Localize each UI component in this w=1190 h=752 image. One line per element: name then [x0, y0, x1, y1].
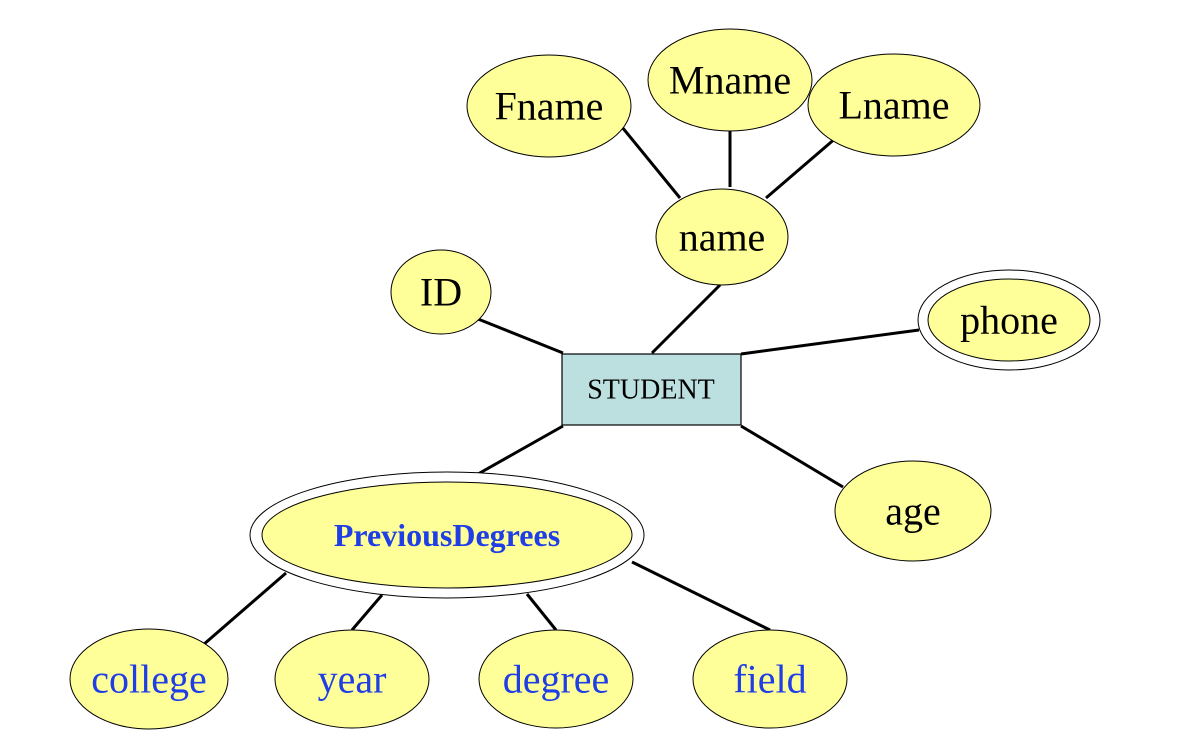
attribute-degree-label: degree [503, 657, 610, 702]
attribute-fname: Fname [466, 54, 632, 158]
attribute-degree-oval [478, 629, 634, 729]
entity-student-box [561, 353, 742, 426]
attribute-college-label: college [91, 657, 207, 702]
attribute-age-oval [834, 460, 992, 562]
entity-student-label: STUDENT [587, 375, 715, 406]
attribute-id-label: ID [420, 270, 462, 315]
attribute-lname: Lname [807, 53, 981, 157]
edge-phone-student [740, 328, 920, 356]
attribute-lname-label: Lname [838, 83, 949, 128]
edge-fname-name [620, 126, 682, 199]
attribute-name: name [655, 188, 789, 286]
edge-degree-previousdegrees [525, 593, 558, 631]
attribute-lname-oval [807, 53, 981, 157]
attribute-year-oval [274, 629, 430, 729]
attribute-college: college [69, 628, 229, 730]
entity-student: STUDENT [561, 353, 742, 426]
attribute-mname: Mname [647, 28, 813, 132]
attribute-phone-inner-oval [927, 278, 1091, 362]
attribute-name-oval [655, 188, 789, 286]
attribute-college-oval [69, 628, 229, 730]
attribute-previousdegrees: PreviousDegrees [249, 471, 645, 599]
connectors [202, 126, 920, 647]
attribute-year: year [274, 629, 430, 729]
attribute-fname-label: Fname [495, 84, 604, 129]
attribute-name-label: name [679, 215, 766, 260]
edge-field-previousdegrees [631, 560, 771, 632]
attribute-fname-oval [466, 54, 632, 158]
edge-year-previousdegrees [350, 594, 384, 631]
attribute-degree: degree [478, 629, 634, 729]
edge-lname-name [765, 135, 838, 200]
attribute-year-label: year [318, 657, 387, 702]
edge-age-student [740, 424, 844, 489]
attribute-id: ID [390, 249, 492, 335]
edge-previousdegrees-student [477, 424, 564, 476]
attribute-id-oval [390, 249, 492, 335]
attribute-field-oval [692, 629, 848, 729]
attribute-phone-label: phone [960, 298, 1058, 343]
attribute-field: field [692, 629, 848, 729]
attribute-mname-oval [647, 28, 813, 132]
attribute-previousdegrees-label: PreviousDegrees [334, 517, 560, 553]
attribute-age: age [834, 460, 992, 562]
attribute-previousdegrees-inner-oval [261, 481, 633, 589]
edge-name-student [650, 283, 722, 355]
attribute-age-label: age [885, 489, 941, 534]
attribute-mname-label: Mname [669, 58, 791, 103]
attribute-field-label: field [733, 657, 806, 702]
edge-college-previousdegrees [202, 571, 287, 647]
edge-id-student [477, 317, 564, 355]
attribute-phone: phone [917, 269, 1101, 371]
